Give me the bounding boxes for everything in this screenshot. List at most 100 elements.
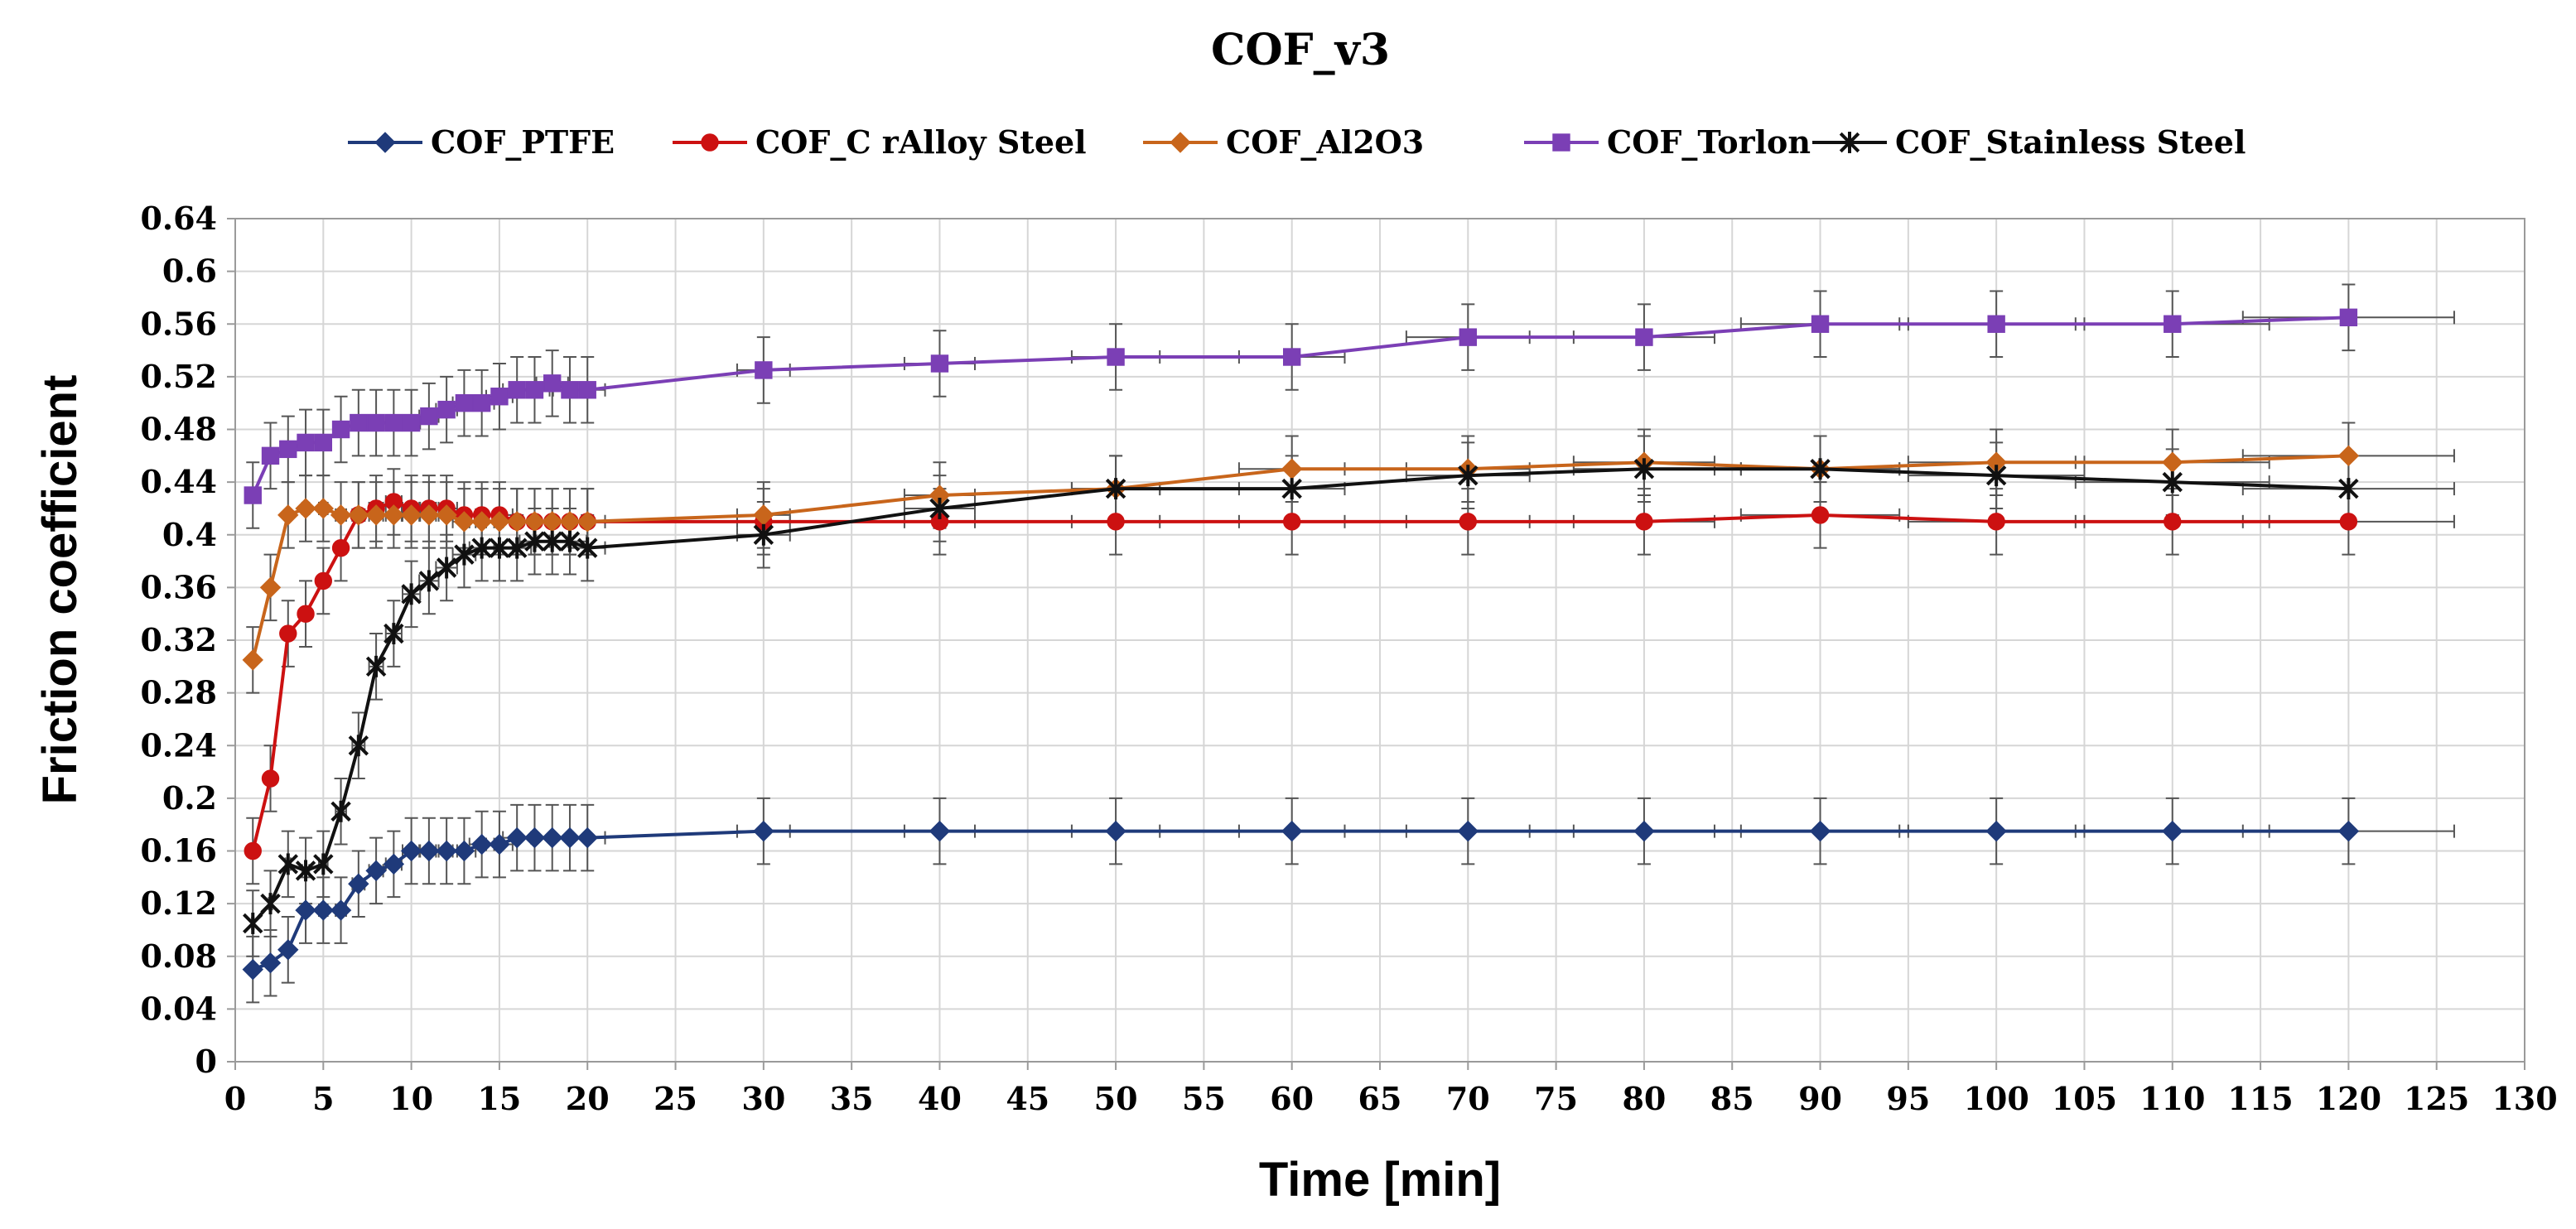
legend-item: COF_Al2O3 <box>1143 123 1424 161</box>
data-point <box>348 735 369 757</box>
legend-label: COF_PTFE <box>431 123 615 161</box>
y-tick-label: 0.4 <box>162 516 217 553</box>
y-tick-label: 0.12 <box>140 884 217 922</box>
data-point <box>561 381 579 399</box>
data-point <box>1105 478 1126 500</box>
data-point <box>242 958 263 981</box>
data-point <box>753 820 774 842</box>
x-tick-label: 75 <box>1534 1080 1578 1117</box>
data-point <box>374 132 396 153</box>
data-point <box>1105 820 1126 842</box>
y-tick-label: 0.48 <box>140 411 217 448</box>
data-point <box>314 433 333 452</box>
data-point <box>1839 132 1860 153</box>
data-point <box>489 511 510 533</box>
data-point <box>490 388 509 406</box>
data-point <box>312 498 335 519</box>
data-point <box>542 827 563 849</box>
x-tick-label: 20 <box>566 1080 610 1117</box>
x-tick-label: 10 <box>389 1080 433 1117</box>
data-point <box>277 939 299 961</box>
data-point <box>525 381 544 399</box>
x-tick-label: 15 <box>477 1080 521 1117</box>
data-point <box>1987 513 2005 531</box>
data-point <box>1985 820 2007 842</box>
data-point <box>244 486 262 504</box>
data-point <box>1552 133 1570 152</box>
data-point <box>383 853 405 875</box>
x-tick-label: 90 <box>1798 1080 1842 1117</box>
x-tick-label: 120 <box>2316 1080 2381 1117</box>
data-point <box>402 413 421 432</box>
legend-item: COF_Stainless Steel <box>1812 123 2246 161</box>
y-tick-label: 0.2 <box>162 779 217 817</box>
data-point <box>2164 513 2182 531</box>
data-point <box>1811 315 1830 333</box>
data-point <box>1107 513 1125 531</box>
data-point <box>261 769 280 788</box>
data-point <box>753 523 774 546</box>
data-point <box>1281 478 1302 500</box>
chart-title: COF_v3 <box>1211 25 1390 75</box>
y-tick-label: 0.64 <box>140 200 217 237</box>
data-point <box>506 537 528 559</box>
data-point <box>330 504 352 526</box>
y-tick-label: 0.28 <box>140 674 217 711</box>
y-tick-label: 0.6 <box>162 253 217 290</box>
data-point <box>2337 820 2360 842</box>
data-point <box>295 860 316 882</box>
data-point <box>365 655 387 677</box>
x-tick-label: 125 <box>2404 1080 2469 1117</box>
data-point <box>471 537 492 559</box>
x-tick-label: 35 <box>830 1080 874 1117</box>
data-point <box>418 570 440 592</box>
data-point <box>297 605 315 623</box>
series-cof_stainless-steel <box>243 458 2359 934</box>
data-point <box>701 133 719 152</box>
legend-item: COF_PTFE <box>348 123 615 161</box>
data-point <box>1809 820 1831 842</box>
x-tick-label: 50 <box>1094 1080 1138 1117</box>
data-point <box>577 537 598 559</box>
data-point <box>489 537 510 559</box>
data-point <box>559 530 581 552</box>
data-point <box>350 413 368 432</box>
y-tick-label: 0.56 <box>140 305 217 342</box>
data-point <box>930 354 949 373</box>
series-layer <box>242 308 2360 981</box>
data-point <box>1811 506 1830 524</box>
data-point <box>331 538 350 557</box>
data-point <box>523 827 546 849</box>
x-tick-label: 110 <box>2139 1080 2205 1117</box>
data-point <box>367 413 385 432</box>
data-point <box>436 504 457 526</box>
data-point <box>543 374 562 393</box>
data-point <box>400 504 422 526</box>
legend-label: COF_Al2O3 <box>1226 123 1424 161</box>
legend-label: COF_C rAlloy Steel <box>755 123 1087 161</box>
data-point <box>2164 315 2182 333</box>
data-point <box>295 899 316 921</box>
data-point <box>313 853 334 875</box>
y-tick-label: 0.16 <box>140 832 217 870</box>
x-tick-label: 30 <box>741 1080 785 1117</box>
x-tick-label: 100 <box>1963 1080 2028 1117</box>
x-tick-label: 25 <box>654 1080 697 1117</box>
data-point <box>929 820 951 842</box>
data-point <box>1810 458 1831 480</box>
data-point <box>420 407 438 426</box>
legend-label: COF_Torlon <box>1607 123 1811 161</box>
x-tick-labels: 0 5 10 15 20 25 30 35 40 45 50 55 60 65 70 75 80 85 90 95 10… <box>224 1080 2558 1117</box>
data-point <box>261 446 280 465</box>
x-tick-label: 0 <box>224 1080 246 1117</box>
data-point <box>506 827 528 849</box>
data-point <box>277 853 298 875</box>
data-point <box>1635 328 1653 346</box>
legend-item: COF_Torlon <box>1524 123 1811 161</box>
data-point <box>2339 513 2358 531</box>
y-tick-label: 0 <box>195 1043 217 1080</box>
data-point <box>453 840 475 862</box>
data-point <box>542 530 562 552</box>
data-point <box>470 833 493 855</box>
